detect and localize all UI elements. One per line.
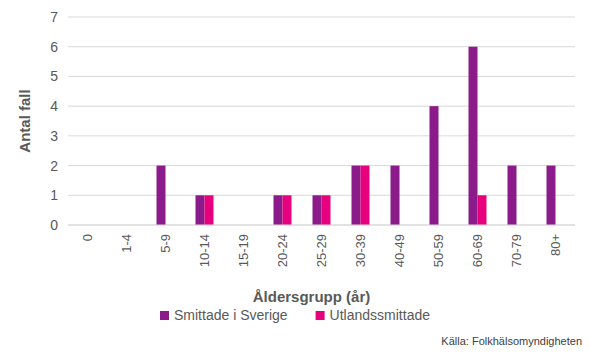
bar [352, 166, 361, 225]
grid-line [68, 76, 575, 77]
x-tick-label: 0 [80, 234, 95, 241]
grid-line [68, 165, 575, 166]
x-tick-label: 20-24 [275, 234, 290, 267]
bar [430, 106, 439, 225]
x-tick-label: 1-4 [119, 234, 134, 253]
x-tick-label: 40-49 [392, 234, 407, 267]
bar [205, 195, 214, 225]
bar [469, 47, 478, 225]
bar [322, 195, 331, 225]
y-tick-label: 6 [50, 39, 58, 55]
x-tick-label: 60-69 [470, 234, 485, 267]
grid-line [68, 46, 575, 47]
bar [313, 195, 322, 225]
grid-line [68, 225, 575, 226]
x-tick-label: 70-79 [509, 234, 524, 267]
bar [361, 166, 370, 225]
legend-label: Utlandssmittade [330, 307, 431, 323]
x-tick-label: 80+ [548, 234, 563, 256]
legend-label: Smittade i Sverige [174, 307, 288, 323]
grid-line [68, 106, 575, 107]
chart-svg: 0 1 2 3 4 5 6 7 0 1-4 5-9 10-14 15-19 20-24 25-29 30-39… [0, 0, 590, 354]
source: Källa: Folkhälsomyndigheten [441, 335, 582, 347]
bars [157, 47, 556, 225]
x-tick-label: 50-59 [431, 234, 446, 267]
y-tick-label: 7 [50, 9, 58, 25]
bar [157, 166, 166, 225]
x-axis-title: Åldersgrupp (år) [253, 288, 371, 305]
bar [283, 195, 292, 225]
x-tick-label: 5-9 [158, 234, 173, 253]
x-tick-label: 30-39 [353, 234, 368, 267]
x-tick-label: 25-29 [314, 234, 329, 267]
bar [196, 195, 205, 225]
legend-swatch [160, 311, 169, 320]
grid-line [68, 17, 575, 18]
y-tick-label: 5 [50, 68, 58, 84]
y-tick-label: 0 [50, 217, 58, 233]
legend-swatch [316, 311, 325, 320]
bar [478, 195, 487, 225]
y-axis-title: Antal fall [16, 89, 33, 152]
y-tick-label: 2 [50, 158, 58, 174]
y-tick-label: 4 [50, 98, 58, 114]
y-tick-label: 3 [50, 128, 58, 144]
y-tick-label: 1 [50, 187, 58, 203]
legend: Smittade i Sverige Utlandssmittade [160, 307, 430, 323]
x-tick-label: 10-14 [197, 234, 212, 267]
bar [274, 195, 283, 225]
bar [391, 166, 400, 225]
bar [547, 166, 556, 225]
x-tick-label: 15-19 [236, 234, 251, 267]
x-axis [68, 225, 575, 226]
chart-container: 0 1 2 3 4 5 6 7 0 1-4 5-9 10-14 15-19 20-24 25-29 30-39… [0, 0, 590, 354]
grid-line [68, 135, 575, 136]
bar [508, 166, 517, 225]
